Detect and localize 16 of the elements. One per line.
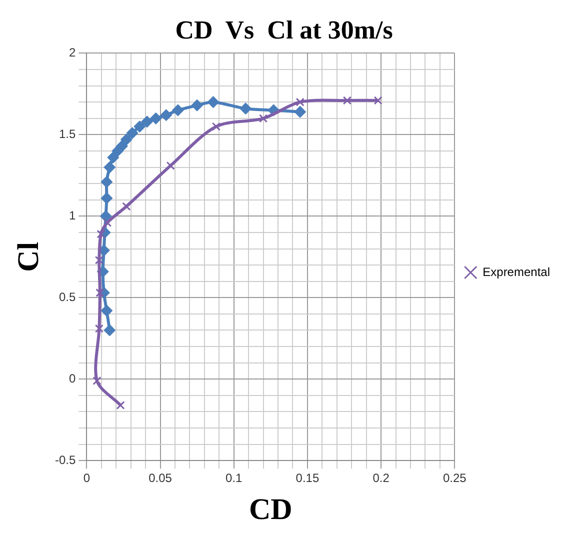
chart-title: CD Vs Cl at 30m/s	[175, 15, 393, 44]
x-tick-label: 0.15	[296, 471, 320, 486]
x-axis-title: CD	[248, 492, 292, 526]
y-axis-title: Cl	[12, 242, 45, 272]
y-tick-label: 1	[68, 208, 76, 222]
y-tick-label: 2	[68, 46, 76, 60]
y-tick-label: -0.5	[54, 452, 76, 467]
x-tick-label: 0.25	[442, 471, 467, 486]
y-tick-label: 0.5	[58, 290, 76, 304]
x-tick-label: 0.1	[226, 471, 243, 486]
y-tick-label: 0	[68, 371, 76, 386]
x-tick-label: 0	[83, 471, 90, 486]
x-tick-label: 0.2	[372, 471, 390, 486]
legend-label: Expremental	[482, 264, 550, 279]
y-tick-label: 1.5	[58, 126, 76, 141]
x-tick-label: 0.05	[148, 471, 172, 486]
